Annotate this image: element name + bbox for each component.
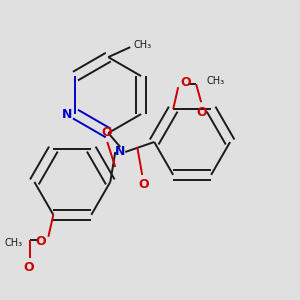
Text: CH₃: CH₃: [4, 238, 22, 248]
Text: CH₃: CH₃: [206, 76, 224, 86]
Text: O: O: [197, 106, 208, 118]
Text: O: O: [181, 76, 191, 89]
Text: N: N: [62, 108, 72, 121]
Text: O: O: [101, 125, 112, 139]
Text: O: O: [35, 235, 46, 248]
Text: N: N: [115, 146, 125, 158]
Text: CH₃: CH₃: [133, 40, 152, 50]
Text: O: O: [23, 261, 34, 274]
Text: O: O: [138, 178, 148, 191]
